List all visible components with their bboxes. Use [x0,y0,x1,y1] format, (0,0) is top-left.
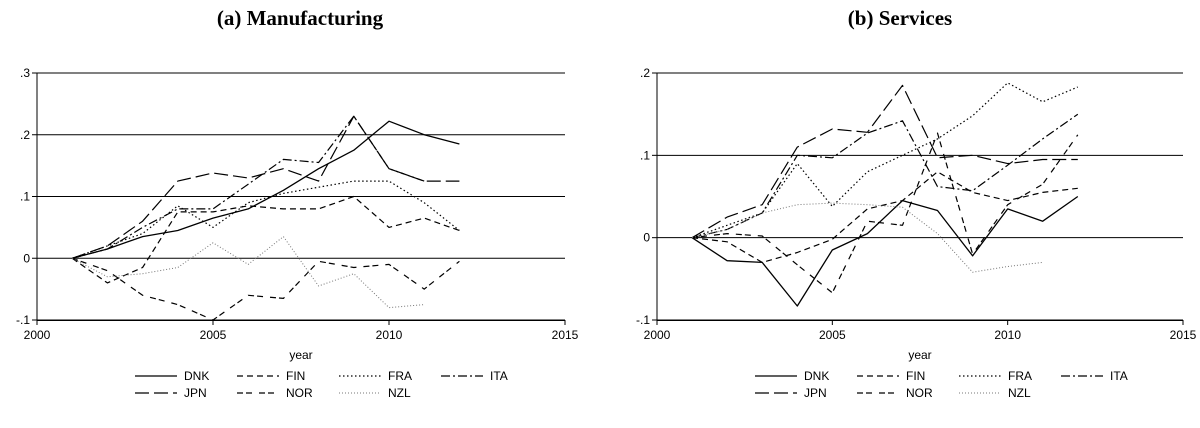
y-tick-label: .3 [20,66,30,80]
y-tick-label: -.1 [16,313,30,327]
x-tick-label: 2000 [644,328,671,342]
chart-panel-services: -.1 0 .1 .2 2000 2005 2010 2015 year DNK FIN FRA ITA… [636,66,1197,400]
x-tick-label: 2010 [994,328,1021,342]
chart-panel-manufacturing: -.1 0 .1 .2 .3 2000 2005 2010 2015 year DNK FIN FRA I… [16,66,579,400]
x-axis-title: year [289,348,312,362]
legend-label-dnk: DNK [804,369,829,383]
y-tick-label: .1 [640,148,650,162]
x-tick-label: 2015 [1170,328,1197,342]
legend-label-ita: ITA [490,369,508,383]
series-line-ita [691,113,1079,239]
legend-label-jpn: JPN [804,386,827,400]
legend-label-fra: FRA [388,369,412,383]
x-tick-label: 2000 [24,328,51,342]
legend-label-dnk: DNK [184,369,209,383]
y-tick-label: -.1 [636,313,650,327]
legend: DNK FIN FRA ITA JPN NOR NZL [135,369,508,400]
series-line-nzl [691,202,1043,273]
series-line-dnk [691,195,1079,307]
y-tick-label: 0 [23,251,30,265]
x-tick-label: 2015 [552,328,579,342]
legend-label-nzl: NZL [388,386,411,400]
series-line-jpn [72,115,460,259]
y-tick-label: 0 [643,231,650,245]
legend-label-nor: NOR [286,386,313,400]
y-tick-label: .1 [20,190,30,204]
legend-label-nor: NOR [906,386,933,400]
series-line-fin [71,195,460,284]
series-line-nzl [71,236,425,309]
legend-label-jpn: JPN [184,386,207,400]
legend-label-fra: FRA [1008,369,1032,383]
series-line-fra [72,180,460,259]
x-tick-label: 2010 [376,328,403,342]
y-tick-label: .2 [640,66,650,80]
legend-label-nzl: NZL [1008,386,1031,400]
series-line-nor [72,257,460,321]
series-line-jpn [691,84,1078,239]
series-line-ita [72,115,425,259]
x-tick-label: 2005 [819,328,846,342]
series-line-fra [691,82,1079,239]
x-axis-title: year [908,348,931,362]
legend-label-fin: FIN [286,369,305,383]
chart-title-manufacturing: (a) Manufacturing [216,6,384,30]
legend-label-fin: FIN [906,369,925,383]
legend-label-ita: ITA [1110,369,1128,383]
legend: DNK FIN FRA ITA JPN NOR NZL [755,369,1128,400]
x-tick-label: 2005 [200,328,227,342]
chart-title-services: (b) Services [847,6,953,30]
series-line-dnk [72,120,460,259]
y-tick-label: .2 [20,128,30,142]
series-line-fin [692,171,1078,263]
